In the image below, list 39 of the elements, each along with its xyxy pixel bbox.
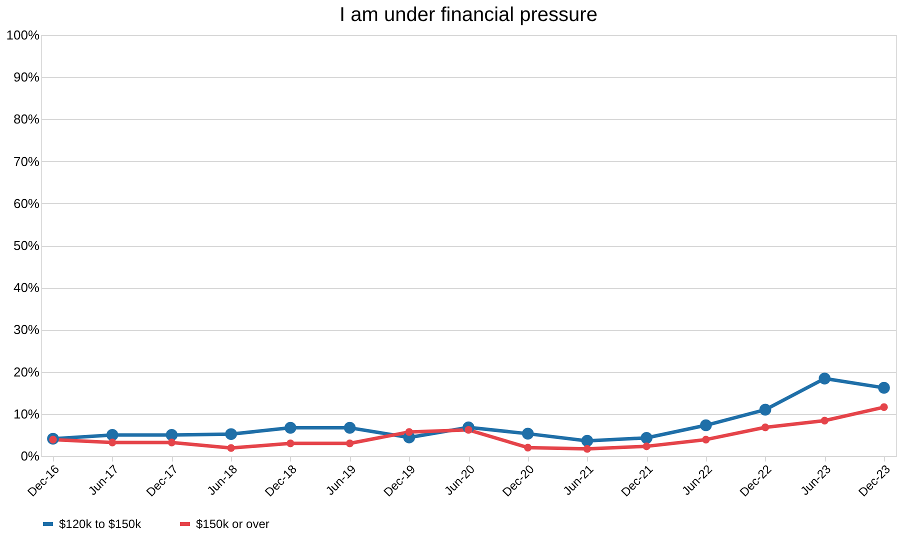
point [168, 438, 176, 446]
point [405, 428, 414, 436]
y-tick-label: 0% [20, 448, 40, 464]
point [700, 419, 712, 432]
point [346, 440, 354, 448]
point [761, 424, 770, 432]
y-tick-label: 60% [13, 196, 40, 211]
point [225, 428, 237, 440]
point [106, 429, 118, 441]
point [344, 422, 356, 434]
point [759, 404, 772, 416]
point [702, 436, 710, 444]
y-tick-label: 20% [13, 364, 40, 380]
point [880, 403, 888, 412]
point [820, 416, 829, 424]
point [284, 422, 296, 434]
point [642, 442, 650, 450]
y-tick-label: 80% [13, 112, 40, 127]
y-tick-label: 100% [6, 28, 40, 42]
y-tick-label: 50% [13, 238, 40, 253]
point [108, 438, 116, 446]
y-tick-label: 40% [13, 280, 40, 296]
point [583, 444, 592, 453]
point [878, 382, 890, 394]
point [581, 434, 594, 447]
point [818, 372, 831, 384]
point [522, 428, 534, 440]
y-tick-label: 90% [13, 70, 40, 85]
point [227, 444, 235, 452]
chart-title: I am under financial pressure [340, 4, 598, 26]
y-tick-label: 30% [13, 322, 40, 338]
y-tick-label: 10% [13, 406, 40, 422]
legend-label: $120k to $150k [59, 517, 142, 531]
point [640, 432, 652, 444]
legend-label: $150k or over [196, 517, 270, 531]
point [286, 440, 294, 448]
point [166, 429, 178, 441]
y-tick-label: 70% [13, 154, 40, 169]
point [524, 444, 532, 452]
